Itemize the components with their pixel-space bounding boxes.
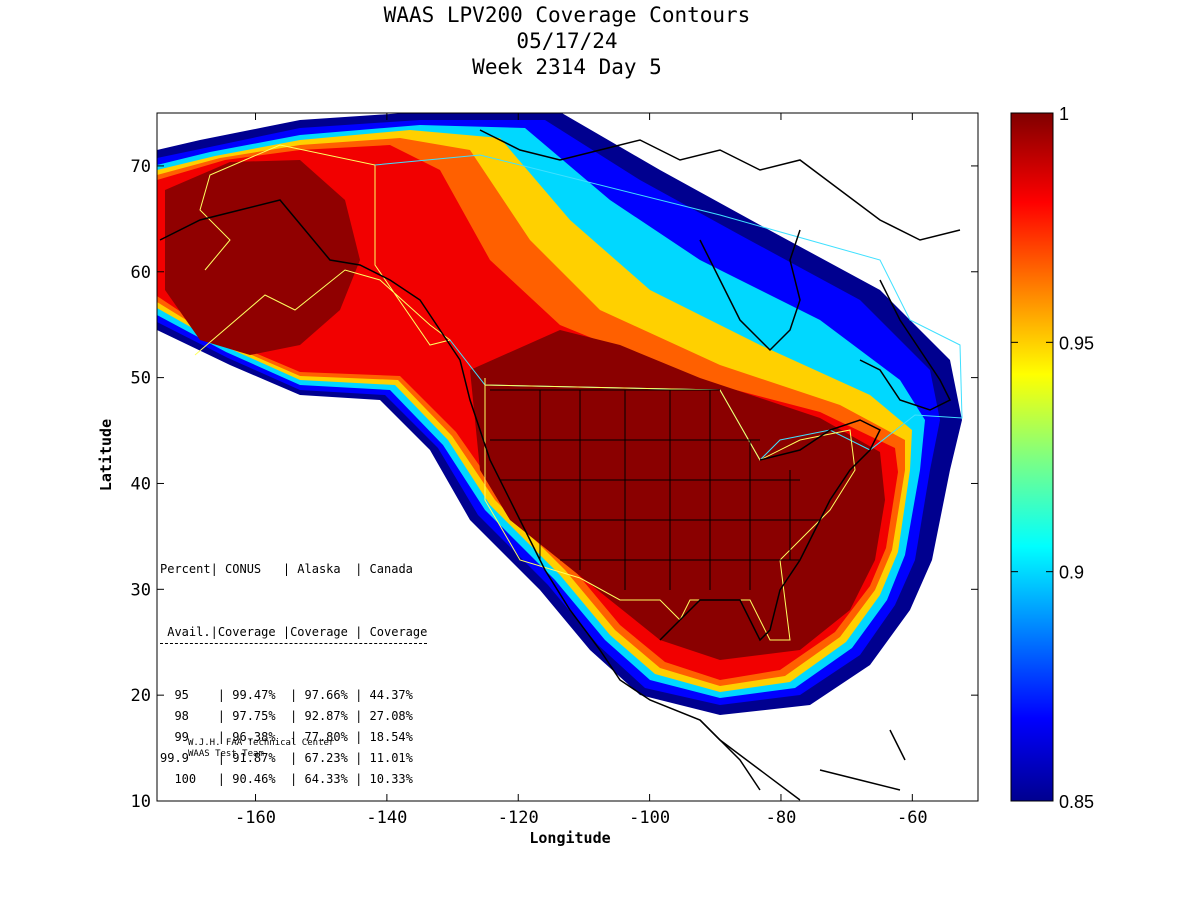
stats-header-avail: Avail. <box>167 625 211 639</box>
coastline-north-america <box>159 199 801 801</box>
chart-week-day: Week 2314 Day 5 <box>472 55 662 79</box>
x-tick-label: -100 <box>629 808 670 828</box>
state-grid <box>490 389 820 590</box>
stats-header-conus: CONUS <box>225 562 262 576</box>
stats-row: 100 | 90.46% | 64.33% | 10.33% <box>160 772 413 786</box>
stats-header-2: Avail.|Coverage |Coverage | Coverage <box>160 622 428 644</box>
y-tick-label: 40 <box>131 474 151 494</box>
y-axis: 70 60 50 40 30 20 10 <box>131 157 978 812</box>
y-axis-label: Latitude <box>97 419 115 491</box>
coastline-hudson-bay <box>699 229 801 352</box>
central-america <box>699 719 906 791</box>
y-tick-label: 70 <box>131 157 151 177</box>
contour-band-darkred-conus <box>470 330 885 660</box>
contour-band-darkred-alaska <box>165 160 360 355</box>
stats-header-1: Percent| CONUS | Alaska | Canada <box>160 562 413 576</box>
y-tick-label: 50 <box>131 369 151 389</box>
colorbar-ticks: 1 0.95 0.9 0.85 <box>1011 104 1094 812</box>
x-tick-label: -160 <box>235 808 276 828</box>
stats-row: 98 | 97.75% | 92.87% | 27.08% <box>160 709 413 723</box>
x-tick-label: -120 <box>498 808 539 828</box>
colorbar <box>1010 112 1054 802</box>
stats-header-coverage-canada: Coverage <box>369 625 428 639</box>
coverage-contours <box>157 113 978 801</box>
x-tick-label: -140 <box>366 808 407 828</box>
alaska-border <box>194 144 452 356</box>
conus-border <box>484 378 856 641</box>
stats-row: 99.9 | 91.87% | 67.23% | 11.01% <box>160 751 413 765</box>
credit: W.J.H. FAA Technical Center WAAS Test Te… <box>188 738 334 760</box>
x-tick-label: -60 <box>897 808 928 828</box>
y-tick-label: 10 <box>131 792 151 812</box>
stats-header-coverage-conus: Coverage <box>217 625 276 639</box>
coastline-east <box>659 419 882 642</box>
x-axis-label: Longitude <box>529 829 610 847</box>
coastline-arctic <box>479 129 961 241</box>
stats-header-coverage-alaska: Coverage <box>290 625 348 639</box>
stats-header-alaska: Alaska <box>297 562 341 576</box>
credit-line-1: W.J.H. FAA Technical Center <box>188 738 335 748</box>
stats-row: 95 | 99.47% | 97.66% | 44.37% <box>160 688 413 702</box>
stats-header-canada: Canada <box>369 562 413 576</box>
colorbar-tick-label: 1 <box>1059 104 1069 124</box>
x-axis: -160 -140 -120 -100 -80 -60 <box>235 113 928 828</box>
colorbar-tick-label: 0.85 <box>1059 792 1094 812</box>
stats-row: 99 | 96.38% | 77.80% | 18.54% <box>160 730 413 744</box>
x-tick-label: -80 <box>766 808 797 828</box>
y-tick-label: 20 <box>131 686 151 706</box>
credit-line-2: WAAS Test Team <box>188 749 264 759</box>
y-tick-label: 60 <box>131 263 151 283</box>
colorbar-tick-label: 0.9 <box>1059 563 1084 583</box>
stats-header-percent: Percent <box>160 562 211 576</box>
coverage-stats-table: Percent| CONUS | Alaska | Canada Avail.|… <box>160 517 428 811</box>
chart-title: WAAS LPV200 Coverage Contours <box>383 3 751 27</box>
coastline-labrador <box>859 279 952 411</box>
chart-date: 05/17/24 <box>516 29 618 53</box>
plot-frame <box>156 112 979 802</box>
colorbar-tick-label: 0.95 <box>1059 333 1094 353</box>
y-tick-label: 30 <box>131 580 151 600</box>
